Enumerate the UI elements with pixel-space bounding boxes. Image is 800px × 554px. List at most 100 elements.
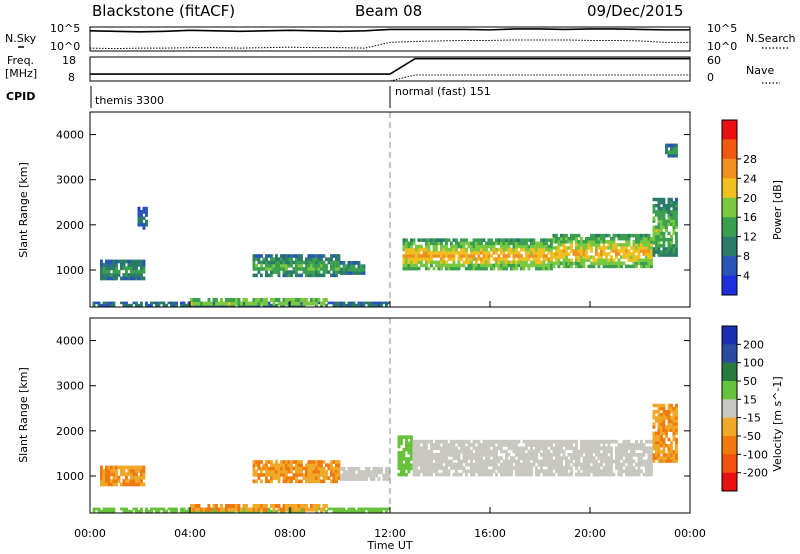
- power-cell: [410, 263, 413, 268]
- velocity-cell: [440, 449, 443, 454]
- velocity-cell: [205, 507, 208, 512]
- power-cell: [527, 263, 531, 268]
- power-cell: [380, 301, 383, 305]
- velocity-cell: [222, 507, 226, 512]
- velocity-cell: [475, 462, 478, 467]
- power-cell: [142, 259, 146, 264]
- velocity-cell: [265, 473, 268, 477]
- power-cell: [342, 301, 346, 305]
- power-cell: [360, 264, 363, 269]
- power-cell: [427, 266, 431, 271]
- velocity-cell: [362, 509, 366, 513]
- velocity-cell: [387, 507, 391, 511]
- velocity-cell: [397, 441, 401, 446]
- velocity-cell: [247, 507, 251, 512]
- power-cell: [172, 301, 176, 305]
- velocity-cell: [487, 462, 491, 467]
- velocity-cell: [295, 469, 298, 474]
- power-cell: [650, 252, 653, 256]
- velocity-cell: [542, 456, 546, 460]
- velocity-cell: [567, 439, 571, 444]
- power-cell: [505, 263, 508, 268]
- power-cell: [627, 252, 631, 256]
- velocity-cell: [490, 459, 493, 464]
- velocity-cell: [357, 466, 361, 471]
- power-cell: [670, 222, 673, 226]
- velocity-cell: [495, 439, 498, 444]
- power-cell: [580, 252, 583, 256]
- velocity-cell: [587, 449, 591, 454]
- power-cell: [640, 240, 643, 244]
- velocity-cell: [415, 456, 418, 460]
- power-cell: [522, 260, 526, 265]
- velocity-cell: [497, 446, 501, 451]
- velocity-cell: [430, 453, 433, 457]
- velocity-cell: [597, 456, 601, 460]
- power-y-tick-label: 4000: [56, 129, 84, 142]
- power-cell: [672, 213, 676, 217]
- velocity-cell: [317, 476, 321, 480]
- power-cell: [162, 303, 166, 307]
- velocity-cell: [527, 456, 531, 460]
- velocity-cell: [637, 472, 641, 477]
- power-cell: [410, 238, 413, 242]
- power-cell: [350, 303, 353, 307]
- velocity-cell: [412, 443, 416, 447]
- power-cell: [482, 251, 486, 255]
- power-cell: [362, 264, 366, 269]
- power-cell: [482, 257, 486, 261]
- power-cell: [315, 270, 318, 274]
- power-cell: [522, 266, 526, 271]
- power-cell: [365, 301, 368, 305]
- power-cell: [307, 267, 311, 271]
- power-cell: [657, 222, 661, 226]
- power-cell: [537, 244, 541, 249]
- velocity-cell: [555, 446, 558, 451]
- velocity-cell: [447, 472, 451, 477]
- power-cell: [277, 273, 281, 278]
- velocity-cell: [217, 507, 221, 512]
- velocity-cell: [517, 446, 521, 451]
- velocity-cell: [317, 507, 321, 511]
- power-cell: [412, 263, 416, 268]
- power-cell: [490, 241, 493, 246]
- power-cell: [335, 273, 338, 278]
- power-cell: [307, 260, 311, 265]
- power-cell: [105, 273, 108, 277]
- velocity-cell: [602, 443, 606, 447]
- velocity-cell: [120, 507, 123, 511]
- velocity-cell: [485, 446, 488, 451]
- velocity-cell: [555, 466, 558, 470]
- velocity-cell: [592, 466, 596, 470]
- power-cell: [442, 254, 446, 258]
- velocity-cell: [580, 466, 583, 470]
- power-colorbar-tick-label: 8: [743, 250, 750, 263]
- velocity-cell: [667, 459, 671, 463]
- power-cell: [310, 254, 313, 258]
- power-cell: [627, 233, 631, 238]
- power-cell: [122, 266, 126, 271]
- velocity-cell: [302, 466, 306, 471]
- power-cell: [402, 247, 406, 252]
- velocity-cell: [405, 441, 408, 446]
- power-cell: [600, 249, 603, 253]
- power-cell: [270, 303, 273, 307]
- velocity-cell: [625, 466, 628, 470]
- velocity-cell: [675, 450, 678, 454]
- velocity-cell: [470, 469, 473, 474]
- nsky-tick-top: 10^5: [50, 22, 80, 35]
- velocity-cell: [547, 443, 551, 447]
- power-cell: [642, 246, 646, 250]
- velocity-cell: [660, 431, 663, 436]
- velocity-cell: [440, 462, 443, 467]
- velocity-cell: [290, 466, 293, 471]
- power-cell: [545, 244, 548, 249]
- power-cell: [620, 261, 623, 266]
- velocity-cell: [420, 462, 423, 467]
- velocity-cell: [670, 422, 673, 426]
- power-cell: [615, 246, 618, 250]
- power-cell: [452, 266, 456, 271]
- power-cell: [492, 247, 496, 252]
- power-cell: [610, 246, 613, 250]
- power-cell: [462, 241, 466, 246]
